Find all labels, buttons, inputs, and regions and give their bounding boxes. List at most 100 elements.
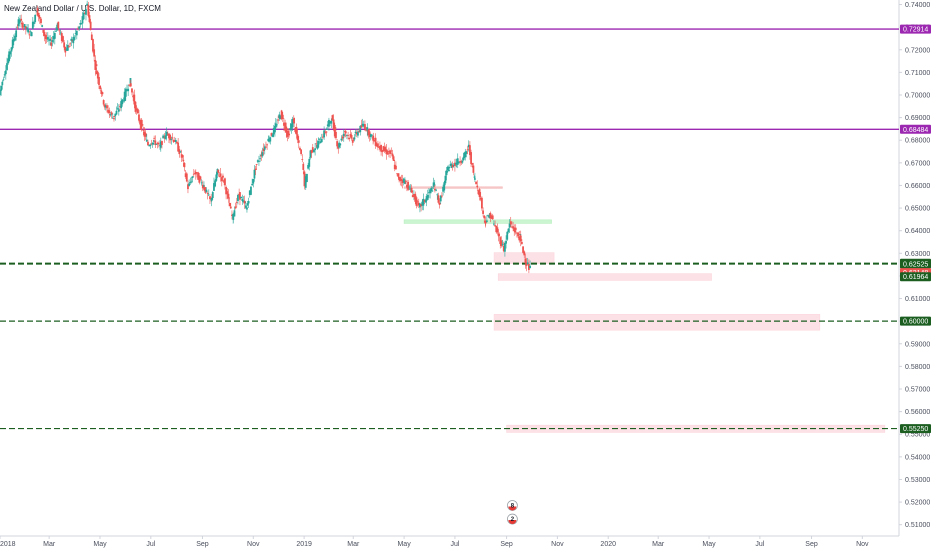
candle-body [342, 133, 345, 137]
candle-body [478, 189, 481, 198]
candle-body [0, 85, 3, 91]
candle-body [53, 33, 56, 39]
candle-body [436, 194, 439, 196]
candle-body [374, 137, 377, 146]
candle-body [352, 139, 355, 141]
candle-body [123, 91, 126, 102]
level-tag-box [900, 124, 931, 134]
candle-body [414, 193, 417, 202]
candle-body [94, 59, 97, 70]
candle-body [402, 178, 405, 183]
candle-body [148, 145, 151, 147]
y-tick-label: 0.54000 [905, 454, 930, 461]
candle-body [344, 131, 347, 134]
candle-body [526, 262, 529, 265]
candle-body [400, 179, 403, 181]
candle-body [0, 89, 1, 96]
candle-body [409, 188, 412, 190]
candle-body [448, 169, 450, 172]
candle-body [162, 135, 165, 139]
candle-body [369, 134, 372, 137]
candle-body [72, 36, 75, 44]
candle-body [525, 262, 528, 266]
candle-body [297, 140, 300, 143]
candle-body [37, 12, 40, 18]
candle-body [226, 191, 229, 194]
candle-body [426, 195, 429, 200]
candle-body [522, 246, 524, 253]
candle-body [475, 181, 477, 184]
candle-body [441, 195, 443, 197]
candle-body [151, 142, 154, 145]
candle-body [121, 99, 124, 105]
candle-body [307, 164, 310, 169]
candle-body [317, 141, 320, 148]
candle-body [36, 8, 39, 16]
candle-body [465, 151, 468, 154]
candle-body [501, 243, 504, 245]
candle-body [454, 162, 456, 167]
candle-body [276, 124, 278, 126]
candle-body [49, 38, 52, 41]
candle-body [132, 95, 135, 98]
candle-body [362, 124, 365, 127]
candle-body [286, 130, 289, 137]
candle-body [500, 240, 503, 246]
candle-body [152, 140, 155, 142]
candle-body [95, 71, 98, 75]
candle-body [320, 139, 323, 143]
candle-body [35, 11, 38, 13]
candle-body [15, 30, 18, 38]
candle-body [23, 24, 26, 28]
candle-body [397, 173, 400, 177]
candle-body [336, 141, 339, 147]
candle-body [93, 49, 96, 57]
y-tick-label: 0.51000 [905, 522, 930, 529]
x-tick-label: Nov [247, 541, 260, 548]
candle-body [372, 135, 375, 139]
candle-body [382, 146, 385, 152]
candle-body [430, 187, 433, 192]
candle-body [88, 15, 91, 23]
candle-body [55, 30, 57, 32]
candle-body [141, 124, 144, 126]
y-tick-label: 0.74000 [905, 2, 930, 9]
y-tick-label: 0.55000 [905, 432, 930, 439]
candle-body [523, 251, 526, 256]
candle-body [476, 185, 479, 188]
candle-body [483, 215, 486, 219]
candle-body [299, 147, 301, 150]
candle-body [194, 171, 197, 175]
candle-body [199, 176, 202, 180]
candle-body [442, 186, 444, 192]
candle-body [75, 30, 78, 36]
candle-body [63, 42, 66, 48]
candle-body [224, 178, 226, 186]
candle-body [166, 134, 169, 136]
candle-body [432, 182, 435, 187]
candle-body [493, 223, 495, 225]
candle-body [81, 16, 84, 24]
candle-body [237, 194, 239, 202]
candle-body [288, 133, 291, 136]
candle-body [511, 226, 513, 228]
candle-body [331, 115, 334, 121]
candle-body [399, 177, 402, 182]
candle-body [51, 40, 54, 42]
candle-body [325, 128, 328, 130]
candle-body [284, 122, 287, 131]
candle-body [31, 21, 34, 29]
candle-body [45, 37, 48, 40]
candle-body [393, 164, 396, 170]
candle-body [281, 114, 284, 120]
candle-body [82, 12, 85, 20]
candle-body [490, 215, 493, 219]
candle-body [398, 176, 400, 181]
candle-body [280, 110, 283, 120]
candle-body [164, 135, 167, 139]
candle-body [59, 32, 62, 34]
y-tick-label: 0.61000 [905, 296, 930, 303]
y-tick-label: 0.52000 [905, 500, 930, 507]
candle-body [17, 19, 20, 27]
